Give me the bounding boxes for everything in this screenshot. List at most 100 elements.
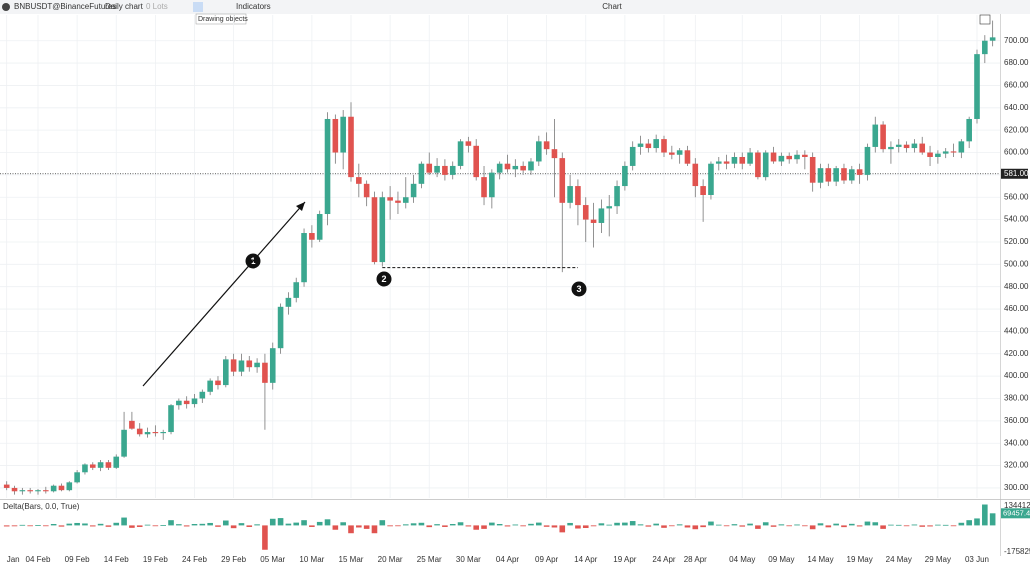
x-tick-label: 14 May [807,555,833,564]
timeframe[interactable]: Daily chart [105,2,144,11]
candle-body [74,472,80,483]
delta-bar [974,518,980,526]
candle-body [614,186,620,207]
y-tick-label: 680.00 [1004,58,1029,67]
x-tick-label: 14 Feb [104,555,129,564]
delta-bar [481,525,487,529]
x-tick-label: 29 Feb [221,555,246,564]
candle-body [121,429,127,457]
candle-body [238,360,245,372]
delta-bar [629,521,636,526]
candle-body [872,124,879,147]
candle-body [684,150,691,164]
annotation-label: 2 [381,274,386,284]
candle-body [708,163,714,196]
candle-body [551,149,558,159]
candle-body [465,141,472,146]
candle-body [230,359,237,372]
delta-bar [684,525,691,528]
delta-bar [82,523,88,526]
delta-bar [410,523,417,526]
candle-body [168,405,174,433]
delta-bar [841,525,847,528]
indicators[interactable]: Indicators [236,2,271,11]
candle-body [160,432,166,434]
delta-bar [669,525,675,527]
candle-body [379,197,386,263]
delta-bar [927,525,933,527]
delta-bar [723,525,730,527]
candle-body [919,143,926,153]
delta-bar [215,525,221,527]
delta-bar [849,523,855,526]
candle-body [277,306,284,349]
drawing-button[interactable] [193,2,203,12]
delta-bar [395,525,401,527]
candle-body [269,348,276,383]
candle-body [254,362,260,368]
delta-bar [731,524,738,526]
delta-bar [89,525,96,527]
delta-bar [872,522,879,526]
lots[interactable]: 0 Lots [146,2,168,11]
candle-body [661,139,667,153]
candle-body [849,169,855,181]
candle-body [340,116,346,153]
candle-body [105,462,112,468]
candle-body [215,380,221,386]
delta-bar [3,525,10,527]
delta-bar [152,525,159,527]
delta-bar [348,525,354,534]
tooltip [195,13,247,25]
candle-body [966,118,972,142]
delta-bar [590,525,597,527]
delta-bar [136,525,143,527]
delta-bar [512,524,519,526]
delta-bar [786,525,792,527]
delta-bar [129,525,135,528]
x-tick-label: 04 Apr [496,555,519,564]
delta-bar [262,525,268,550]
delta-bar [35,525,41,526]
candle-body [817,168,824,183]
x-tick-label: 24 Feb [182,555,207,564]
delta-bar [895,524,902,526]
delta-bar [739,525,746,527]
delta-bar [496,524,503,526]
delta-bar [817,523,824,526]
candle-body [942,151,949,154]
x-tick-label: 29 May [925,555,951,564]
candle-body [82,464,88,473]
candle-body [144,432,151,435]
candle-body [739,156,746,164]
candle-body [301,233,307,283]
delta-tick-label: -175825 [1004,547,1030,556]
delta-bar [105,525,112,527]
delta-bar [794,524,800,526]
symbol-icon[interactable] [2,3,10,11]
x-tick-label: 09 May [768,555,794,564]
delta-bar [598,523,605,526]
candle-body [449,165,456,175]
delta-last-label: 69457.4 [1003,508,1030,517]
x-tick-label: 24 May [886,555,912,564]
scroll-end-button[interactable] [979,14,991,25]
candle-body [762,152,769,178]
delta-bar [520,525,526,527]
delta-bar [144,524,151,526]
candle-body [629,146,636,166]
candle-body [3,484,10,488]
delta-bar [575,525,581,529]
delta-bar [676,524,683,526]
delta-bar [309,525,315,527]
candle-body [833,168,839,182]
candle-body [262,362,268,383]
delta-bar [864,521,871,526]
candle-body [19,490,26,492]
candle-body [481,177,487,198]
delta-bar [58,525,65,527]
y-tick-label: 460.00 [1004,304,1029,313]
symbol[interactable]: BNBUSDT@BinanceFutures [14,2,116,11]
candle-body [974,54,980,119]
candle-body [927,152,933,157]
